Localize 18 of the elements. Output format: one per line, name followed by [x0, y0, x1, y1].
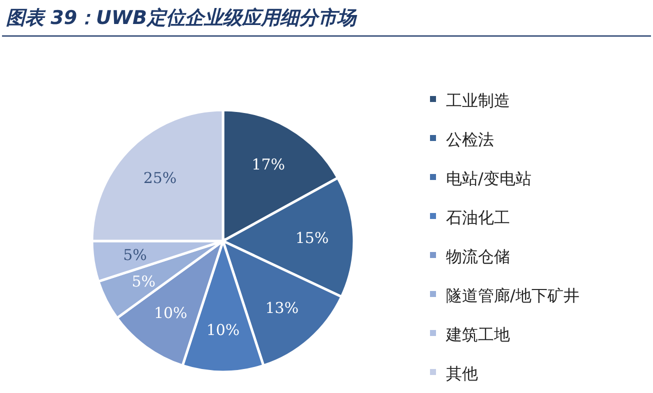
data-label: 25%: [143, 169, 177, 188]
chart-title: 图表 39：UWB定位企业级应用细分市场: [6, 7, 358, 29]
data-label: 17%: [252, 155, 286, 174]
data-label: 13%: [265, 298, 299, 317]
data-label: 5%: [123, 246, 147, 264]
data-label: 10%: [206, 321, 240, 340]
data-label: 5%: [132, 272, 156, 290]
data-label: 10%: [154, 304, 188, 322]
legend-label: 隧道管廊/地下矿井: [446, 286, 580, 305]
pie-slice: [90, 108, 224, 242]
legend-label: 建筑工地: [445, 325, 510, 344]
legend-label: 物流仓储: [446, 247, 510, 266]
legend-label: 公检法: [446, 130, 494, 149]
data-label: 15%: [295, 229, 329, 248]
legend-label: 其他: [446, 364, 478, 383]
legend-label: 电站/变电站: [446, 169, 532, 188]
legend-label: 石油化工: [446, 208, 510, 227]
legend-label: 工业制造: [446, 91, 510, 110]
